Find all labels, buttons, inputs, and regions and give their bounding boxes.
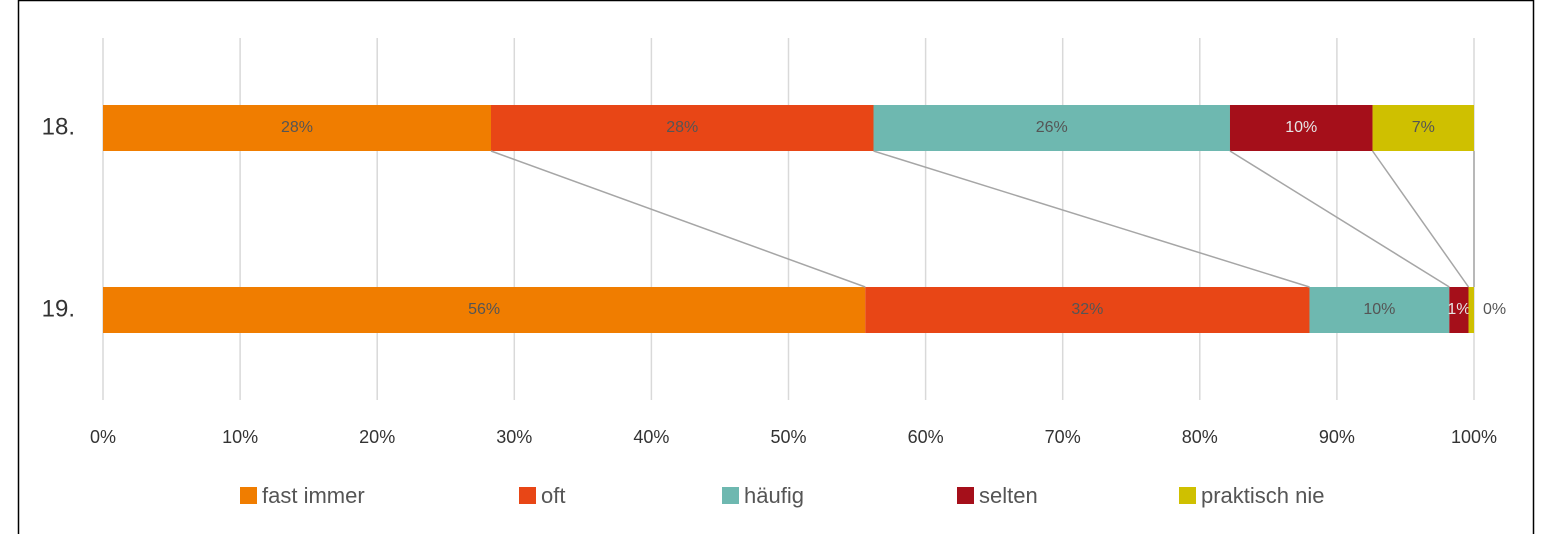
data-label: 0% — [1483, 301, 1506, 318]
x-tick-label: 30% — [496, 427, 532, 447]
legend-label: selten — [979, 483, 1038, 508]
bar-segment — [865, 287, 1310, 333]
series-line — [1371, 150, 1470, 288]
x-tick-label: 40% — [633, 427, 669, 447]
x-tick-label: 90% — [1319, 427, 1355, 447]
frame — [17, 0, 1535, 534]
bar-segment — [1372, 105, 1474, 151]
x-tick-label: 10% — [222, 427, 258, 447]
data-label: 7% — [1412, 119, 1435, 136]
x-tick-label: 50% — [770, 427, 806, 447]
category-label: 19. — [42, 295, 75, 322]
data-label: 56% — [468, 301, 500, 318]
bar-segment — [1449, 287, 1469, 333]
x-tick-label: 0% — [90, 427, 116, 447]
bar-segment — [1309, 287, 1450, 333]
data-label: 28% — [281, 119, 313, 136]
x-tick-label: 60% — [908, 427, 944, 447]
legend-swatch — [957, 487, 974, 504]
legend-swatch — [240, 487, 257, 504]
series-line — [873, 150, 1310, 288]
data-label: 10% — [1285, 119, 1317, 136]
bar-segment — [1468, 287, 1474, 333]
bar-segment — [1229, 105, 1373, 151]
x-tick-label: 70% — [1045, 427, 1081, 447]
bar-segment — [490, 105, 874, 151]
data-label: 28% — [666, 119, 698, 136]
series-line — [1229, 150, 1450, 288]
series-line — [490, 150, 866, 288]
legend-label: fast immer — [262, 483, 365, 508]
data-label: 10% — [1363, 301, 1395, 318]
data-label: 26% — [1036, 119, 1068, 136]
bar-segment — [873, 105, 1230, 151]
x-tick-label: 100% — [1451, 427, 1497, 447]
data-label: 32% — [1071, 301, 1103, 318]
legend-label: praktisch nie — [1201, 483, 1325, 508]
legend-label: häufig — [744, 483, 804, 508]
data-label: 1% — [1447, 301, 1470, 318]
legend-label: oft — [541, 483, 565, 508]
x-tick-label: 80% — [1182, 427, 1218, 447]
legend-swatch — [519, 487, 536, 504]
legend-swatch — [1179, 487, 1196, 504]
x-tick-label: 20% — [359, 427, 395, 447]
bar-segment — [103, 105, 491, 151]
bar-segment — [103, 287, 866, 333]
category-label: 18. — [42, 113, 75, 140]
legend-swatch — [722, 487, 739, 504]
